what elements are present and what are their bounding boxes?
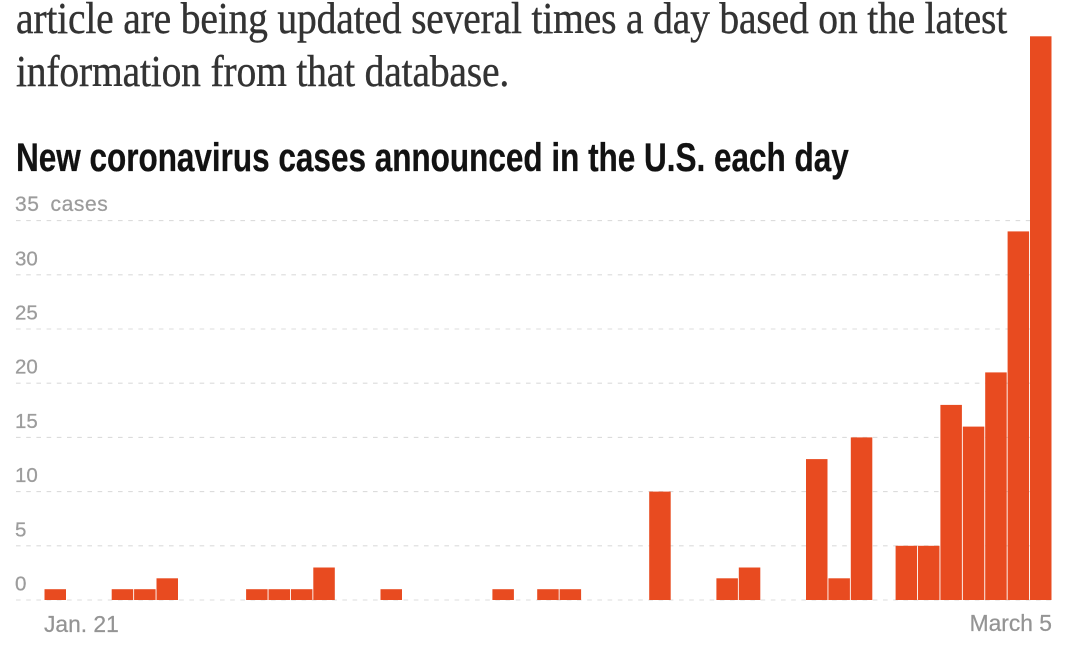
svg-text:10: 10 — [15, 464, 38, 487]
svg-text:5: 5 — [15, 518, 26, 541]
svg-text:15: 15 — [15, 410, 38, 433]
svg-text:20: 20 — [15, 356, 38, 379]
svg-text:Jan. 21: Jan. 21 — [44, 611, 119, 637]
svg-text:0: 0 — [15, 573, 26, 596]
svg-text:35 cases: 35 cases — [15, 193, 108, 216]
svg-text:March 5: March 5 — [970, 610, 1052, 636]
svg-text:30: 30 — [15, 247, 38, 270]
svg-text:25: 25 — [15, 302, 38, 325]
